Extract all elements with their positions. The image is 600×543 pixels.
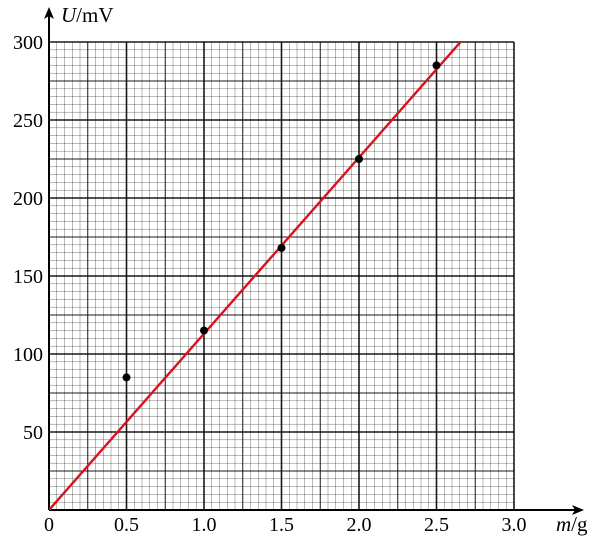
x-tick-label: 2.5 [424, 514, 449, 536]
y-tick-label: 250 [13, 110, 43, 132]
axes [44, 7, 584, 515]
x-tick-label: 3.0 [502, 514, 527, 536]
y-tick-label: 150 [13, 266, 43, 288]
y-tick-label: 200 [13, 188, 43, 210]
x-axis-label-unit: /g [571, 512, 588, 536]
data-point [277, 243, 286, 252]
origin-label: 0 [44, 514, 54, 536]
x-tick-label: 1.5 [269, 514, 294, 536]
y-axis-label: U/mV [61, 3, 114, 27]
data-points [122, 61, 441, 382]
data-point [200, 326, 208, 335]
data-point [122, 373, 131, 382]
y-tick-label: 300 [13, 32, 43, 54]
y-tick-label: 100 [13, 344, 43, 366]
x-axis-label: m/g [556, 512, 588, 536]
x-axis-label-var: m [556, 512, 571, 536]
y-axis-arrow [44, 7, 54, 19]
y-axis-label-var: U [61, 3, 78, 27]
y-tick-label: 50 [23, 422, 43, 444]
x-tick-label: 1.0 [192, 514, 217, 536]
data-point [432, 61, 441, 70]
y-axis-label-unit: /mV [76, 3, 113, 27]
x-axis-arrow [572, 505, 584, 515]
data-point [355, 155, 363, 163]
x-tick-label: 0.5 [114, 514, 139, 536]
x-tick-label: 2.0 [347, 514, 372, 536]
tick-labels: 0.5 1.0 1.5 2.0 2.5 3.0 50 100 150 200 250 300 [13, 32, 527, 536]
